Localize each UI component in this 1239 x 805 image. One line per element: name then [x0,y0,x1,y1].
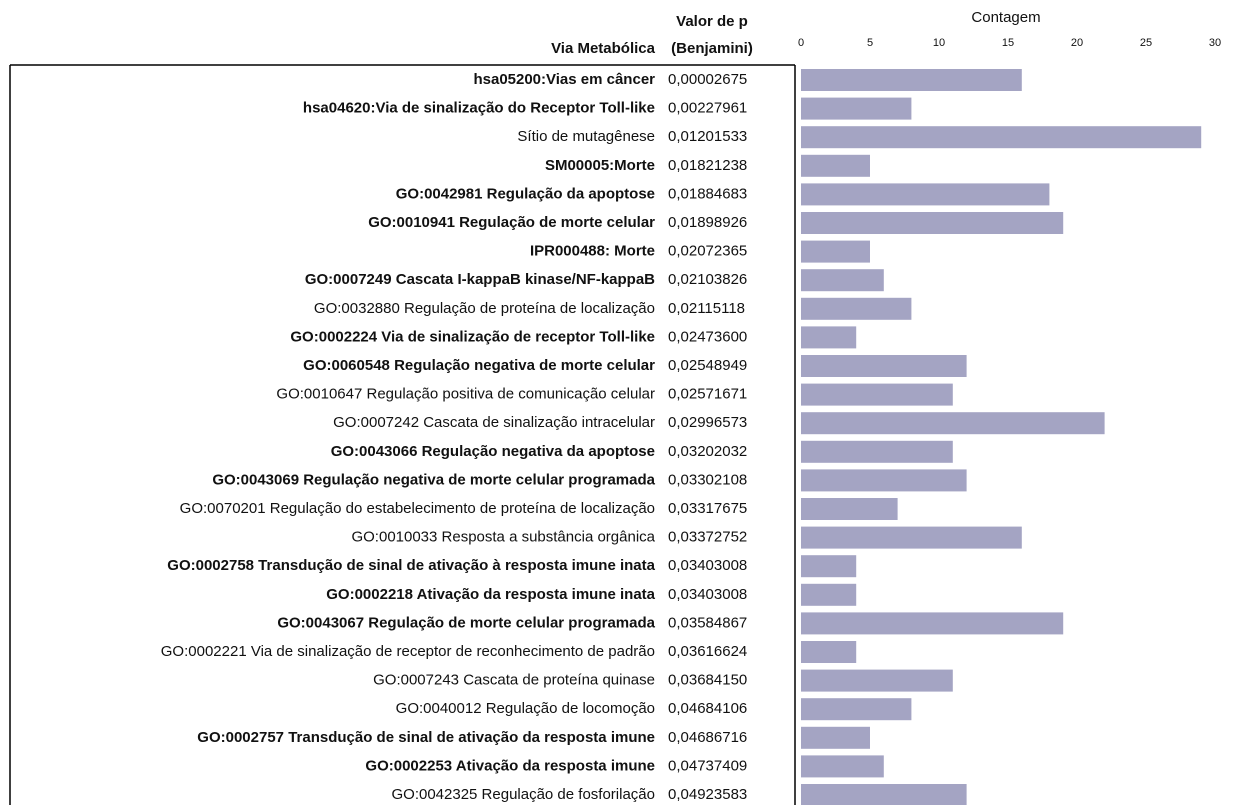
x-tick-label: 25 [1140,37,1152,49]
category-label: IPR000488: Morte [530,243,655,260]
p-value: 0,00227961 [668,100,747,117]
p-value: 0,03202032 [668,443,747,460]
category-label: SM00005:Morte [545,157,655,174]
category-label: GO:0002253 Ativação da resposta imune [365,757,655,774]
bar [801,726,870,749]
p-value: 0,03616624 [668,643,747,660]
x-tick-label: 10 [933,37,945,49]
p-value: 0,02996573 [668,414,747,431]
x-tick-label: 5 [867,37,873,49]
p-header: Valor de p [676,13,748,30]
category-header: Via Metabólica [551,40,656,57]
bar [801,297,912,320]
p-value: 0,03684150 [668,672,747,689]
p-value: 0,02103826 [668,271,747,288]
category-label: GO:0002758 Transdução de sinal de ativaç… [167,557,655,574]
bar [801,784,967,805]
p-value: 0,03403008 [668,557,747,574]
category-label: GO:0007242 Cascata de sinalização intrac… [333,414,655,431]
category-label: GO:0042981 Regulação da apoptose [396,185,655,202]
p-value: 0,04923583 [668,786,747,803]
category-label: GO:0043069 Regulação negativa de morte c… [212,471,655,488]
category-label: GO:0002757 Transdução de sinal de ativaç… [197,729,655,746]
p-value: 0,01821238 [668,157,747,174]
category-label: hsa05200:Vias em câncer [473,71,655,88]
category-label: GO:0010941 Regulação de morte celular [368,214,655,231]
category-label: GO:0060548 Regulação negativa de morte c… [303,357,655,374]
bar [801,383,953,406]
bar [801,498,898,520]
category-label: GO:0040012 Regulação de locomoção [396,700,655,717]
p-value: 0,03317675 [668,500,747,517]
p-value: 0,03403008 [668,586,747,603]
p-value: 0,01201533 [668,128,747,145]
bar [801,755,884,778]
bar [801,355,967,377]
bar [801,612,1064,635]
bar [801,269,884,292]
bar [801,326,857,349]
bar [801,183,1050,206]
category-label: GO:0002218 Ativação da resposta imune in… [326,586,655,603]
category-label: GO:0007243 Cascata de proteína quinase [373,672,655,689]
p-value: 0,04737409 [668,757,747,774]
p-value: 0,02548949 [668,357,747,374]
category-label: GO:0042325 Regulação de fosforilação [391,786,655,803]
category-label: GO:0043066 Regulação negativa da apoptos… [331,443,655,460]
bar [801,698,912,721]
category-label: GO:0032880 Regulação de proteína de loca… [314,300,655,317]
bar [801,69,1022,91]
bar [801,526,1022,549]
bar [801,97,912,120]
p-value: 0,03584867 [668,614,747,631]
bar [801,212,1064,234]
x-axis-title: Contagem [971,9,1040,26]
p-value: 0,01884683 [668,185,747,202]
p-value: 0,03302108 [668,471,747,488]
p-value: 0,00002675 [668,71,747,88]
p-value: 0,02072365 [668,243,747,260]
category-label: GO:0043067 Regulação de morte celular pr… [277,614,655,631]
bar [801,641,857,663]
category-label: GO:0007249 Cascata I-kappaB kinase/NF-ka… [305,271,655,288]
x-tick-label: 20 [1071,37,1083,49]
category-label: GO:0010647 Regulação positiva de comunic… [276,386,655,403]
bar [801,469,967,492]
x-tick-label: 0 [798,37,804,49]
category-label: GO:0002224 Via de sinalização de recepto… [290,328,655,345]
category-label: GO:0002221 Via de sinalização de recepto… [161,643,655,660]
category-label: Sítio de mutagênese [517,128,655,145]
category-label: hsa04620:Via de sinalização do Receptor … [303,100,655,117]
bar [801,412,1105,435]
p-value: 0,04684106 [668,700,747,717]
p-value: 0,02473600 [668,328,747,345]
p-value: 0,02571671 [668,386,747,403]
bar [801,669,953,692]
bar [801,154,870,177]
category-label: GO:0070201 Regulação do estabelecimento … [180,500,655,517]
bar [801,440,953,463]
x-tick-label: 15 [1002,37,1014,49]
p-value: 0,01898926 [668,214,747,231]
p-value: 0,03372752 [668,529,747,546]
category-label: GO:0010033 Resposta a substância orgânic… [351,529,655,546]
bar [801,583,857,606]
p-value: 0,02115118 [668,300,745,317]
p-value: 0,04686716 [668,729,747,746]
bar [801,240,870,263]
x-tick-label: 30 [1209,37,1221,49]
bar [801,555,857,578]
p-header: (Benjamini) [671,40,753,57]
bar [801,126,1202,149]
